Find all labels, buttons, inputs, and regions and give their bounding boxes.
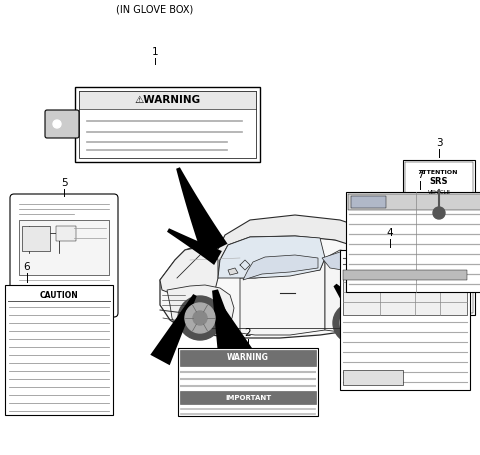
Text: SRS: SRS bbox=[430, 177, 448, 187]
Text: 1: 1 bbox=[152, 47, 158, 57]
Bar bbox=[343, 270, 467, 315]
Polygon shape bbox=[322, 252, 378, 275]
Circle shape bbox=[53, 120, 61, 128]
Polygon shape bbox=[212, 289, 242, 358]
Bar bbox=[22, 226, 50, 251]
Circle shape bbox=[340, 310, 366, 336]
Text: 2: 2 bbox=[245, 328, 252, 338]
Bar bbox=[343, 270, 467, 280]
Polygon shape bbox=[243, 255, 318, 280]
Polygon shape bbox=[150, 294, 197, 365]
Bar bbox=[19, 220, 109, 275]
Circle shape bbox=[347, 317, 359, 329]
Text: IMPORTANT: IMPORTANT bbox=[225, 395, 271, 401]
Bar bbox=[405, 162, 473, 313]
Polygon shape bbox=[385, 265, 408, 325]
Bar bbox=[351, 196, 386, 208]
Circle shape bbox=[193, 311, 207, 325]
Bar bbox=[75, 87, 260, 162]
Bar bbox=[5, 285, 113, 415]
Polygon shape bbox=[228, 268, 238, 275]
Polygon shape bbox=[176, 167, 228, 256]
Polygon shape bbox=[348, 278, 397, 332]
Text: WARNING: WARNING bbox=[227, 354, 269, 363]
Polygon shape bbox=[334, 284, 374, 328]
Text: ⚠WARNING: ⚠WARNING bbox=[134, 95, 201, 105]
Polygon shape bbox=[325, 250, 385, 332]
FancyBboxPatch shape bbox=[10, 194, 118, 317]
Text: ATTENTION: ATTENTION bbox=[419, 170, 459, 175]
Bar bbox=[178, 348, 318, 416]
Circle shape bbox=[433, 207, 445, 219]
Bar bbox=[79, 91, 256, 109]
Bar bbox=[346, 192, 480, 292]
Circle shape bbox=[185, 303, 215, 333]
Text: 7: 7 bbox=[417, 170, 423, 180]
Polygon shape bbox=[167, 228, 222, 265]
Text: (IN GLOVE BOX): (IN GLOVE BOX) bbox=[116, 5, 193, 15]
Bar bbox=[180, 391, 316, 404]
FancyBboxPatch shape bbox=[45, 110, 79, 138]
Polygon shape bbox=[167, 285, 234, 335]
Bar bbox=[56, 226, 76, 241]
Polygon shape bbox=[218, 304, 264, 375]
Polygon shape bbox=[218, 236, 325, 278]
Text: CAUTION: CAUTION bbox=[40, 290, 78, 299]
Bar bbox=[340, 250, 470, 390]
Text: 5: 5 bbox=[60, 178, 67, 188]
Bar bbox=[348, 194, 480, 210]
Polygon shape bbox=[160, 237, 408, 338]
Circle shape bbox=[178, 296, 222, 340]
Bar bbox=[409, 198, 469, 233]
Polygon shape bbox=[160, 245, 218, 295]
Polygon shape bbox=[240, 258, 325, 335]
Text: 3: 3 bbox=[436, 138, 442, 148]
Text: VEHICLE: VEHICLE bbox=[428, 189, 451, 194]
Bar bbox=[180, 350, 316, 366]
Bar bbox=[403, 160, 475, 315]
Text: 4: 4 bbox=[387, 228, 393, 238]
Bar bbox=[343, 370, 403, 385]
Polygon shape bbox=[210, 215, 385, 280]
Polygon shape bbox=[378, 260, 398, 280]
Polygon shape bbox=[358, 260, 398, 280]
Text: 6: 6 bbox=[24, 262, 30, 272]
Circle shape bbox=[333, 303, 373, 343]
Bar bbox=[79, 91, 256, 158]
